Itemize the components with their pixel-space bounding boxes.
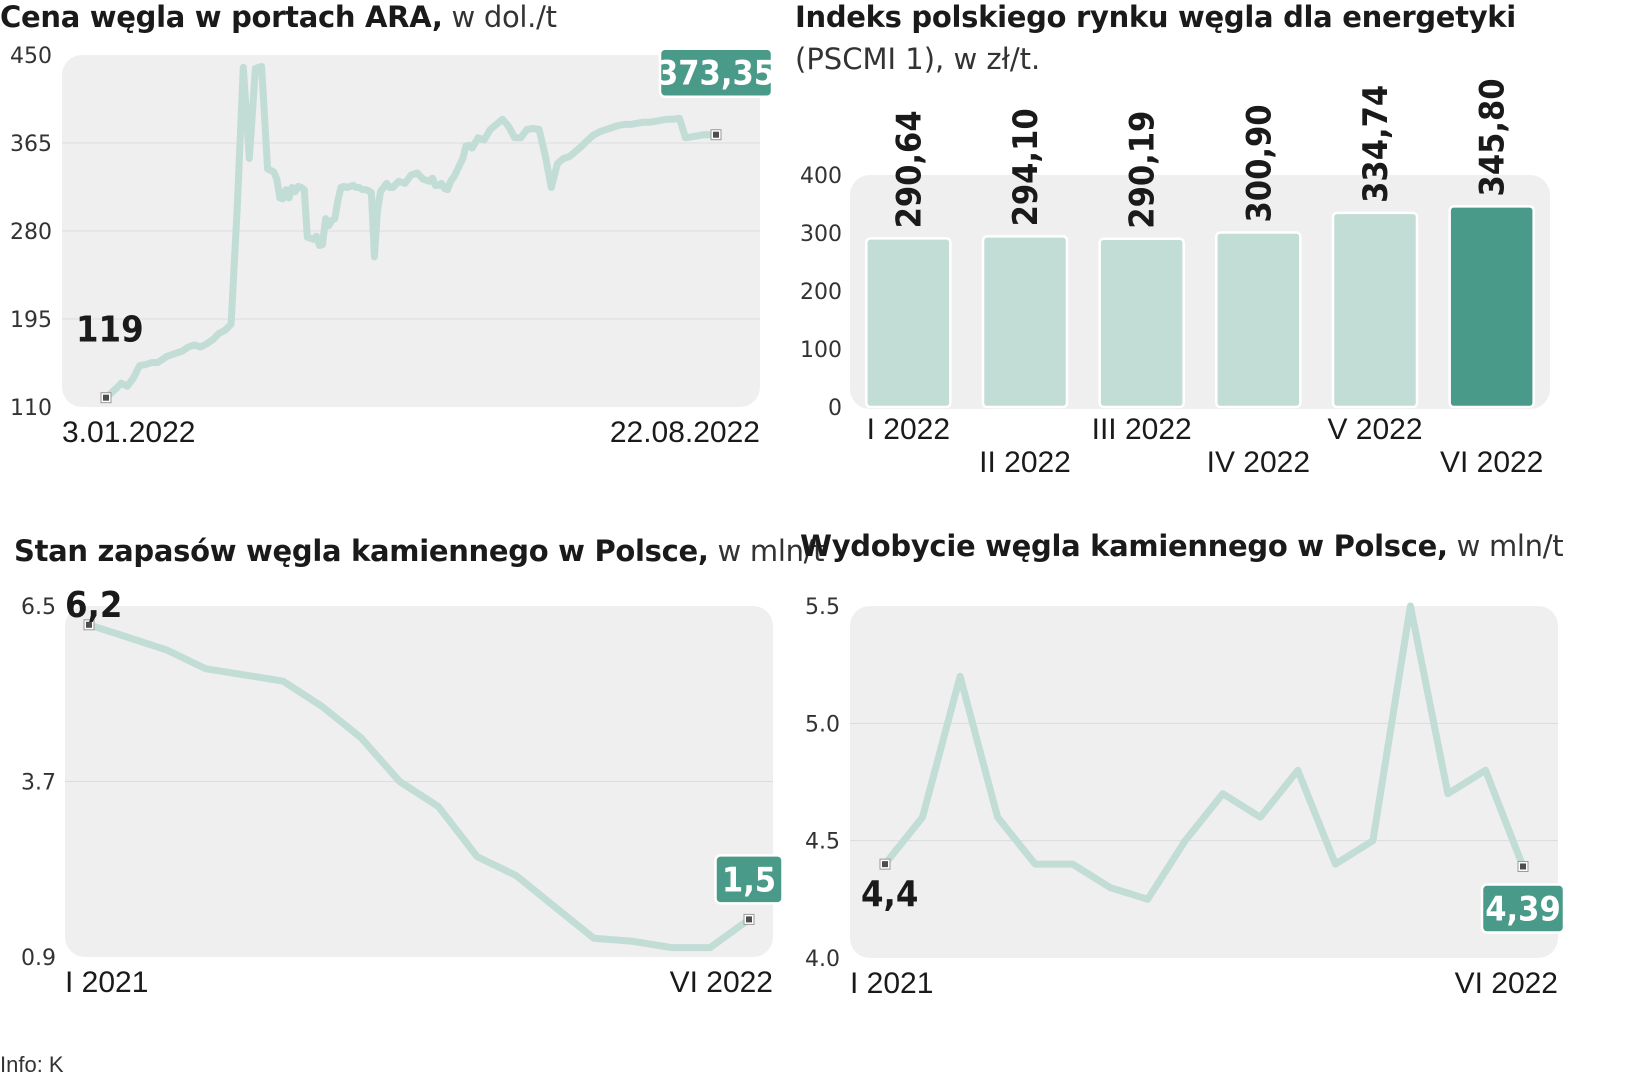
pscmi-category-label: VI 2022 [1440,446,1543,479]
wydobycie-plot-bg [850,606,1558,958]
pscmi-ytick-label: 400 [800,164,842,189]
pscmi-subtitle: (PSCMI 1), w zł/t. [795,42,1041,76]
wydobycie-end-value-badge-box [1480,883,1566,934]
wydobycie-title: Wydobycie węgla kamiennego w Polsce, w m… [800,527,1564,565]
zapasy-series-line [85,621,753,952]
wydobycie-ytick-label: 4.0 [805,947,840,972]
source-note: Info: K [0,1052,64,1077]
ara-x-end-label: 22.08.2022 [610,416,760,449]
pscmi-category-label: I 2022 [867,413,950,446]
pscmi-bar-value-label: 334,74 [1356,85,1396,203]
pscmi-category-label: V 2022 [1327,413,1422,446]
pscmi-bar [981,235,1069,409]
pscmi-bar [1331,211,1419,409]
ara-end-value-badge-box [658,47,774,98]
pscmi-bar [865,237,952,409]
ara-start-value-label: 119 [76,310,144,351]
pscmi-ytick-label: 300 [800,222,842,247]
ara-ytick-label: 110 [10,396,52,421]
ara-x-start-label: 3.01.2022 [62,416,195,449]
pscmi-bar-value-label: 290,19 [1123,111,1163,229]
zapasy-title-text: Stan zapasów węgla kamiennego w Polsce, [14,534,709,568]
pscmi-bar-value-label: 290,64 [889,110,929,228]
zapasy-x-end-label: VI 2022 [670,966,773,999]
ara-unit: w dol./t [451,0,557,34]
pscmi-bar [1215,231,1302,409]
wydobycie-x-end-label: VI 2022 [1455,967,1558,1000]
wydobycie-start-marker [882,861,888,868]
zapasy-ytick-label: 6.5 [21,595,56,620]
pscmi-ytick-label: 200 [800,280,842,305]
wydobycie-series-line [881,602,1527,903]
ara-ytick-label: 280 [10,220,52,245]
pscmi-bar-value-label: 294,10 [1006,108,1046,226]
zapasy-ytick-label: 0.9 [21,946,56,971]
zapasy-unit: w mln/t [717,534,825,568]
zapasy-start-marker [86,621,92,628]
ara-end-value-badge: 373,35 [657,54,775,94]
zapasy-ytick-label: 3.7 [21,771,56,796]
pscmi-ytick-label: 0 [828,396,842,421]
pscmi-ytick-label: 100 [800,338,842,363]
wydobycie-end-marker [1520,863,1526,870]
zapasy-x-start-label: I 2021 [65,966,148,999]
wydobycie-start-value-label: 4,4 [861,874,918,915]
zapasy-end-value-badge-box [714,854,784,905]
pscmi-bar-value-label: 300,90 [1239,104,1279,222]
wydobycie-title-text: Wydobycie węgla kamiennego w Polsce, [800,529,1448,563]
wydobycie-unit: w mln/t [1456,529,1564,563]
pscmi-category-label: IV 2022 [1207,446,1310,479]
zapasy-end-value-badge: 1,5 [722,860,776,900]
ara-ytick-label: 365 [10,132,52,157]
pscmi-title: Indeks polskiego rynku węgla dla energet… [795,0,1516,36]
ara-title: Cena węgla w portach ARA, w dol./t [0,0,557,36]
pscmi-category-label: II 2022 [979,446,1071,479]
wydobycie-ytick-label: 5.5 [805,595,840,620]
pscmi-category-label: III 2022 [1092,413,1192,446]
zapasy-title: Stan zapasów węgla kamiennego w Polsce, … [14,532,825,570]
ara-ytick-label: 195 [10,308,52,333]
wydobycie-ytick-label: 4.5 [805,830,840,855]
pscmi-bar [1098,237,1185,409]
ara-start-marker [103,394,109,401]
zapasy-start-value-label: 6,2 [65,585,122,626]
wydobycie-end-value-badge: 4,39 [1485,889,1560,929]
wydobycie-x-start-label: I 2021 [850,967,933,1000]
ara-title-text: Cena węgla w portach ARA, [0,0,443,34]
zapasy-end-marker [746,916,752,923]
wydobycie-ytick-label: 5.0 [805,712,840,737]
pscmi-bar-value-label: 345,80 [1473,78,1513,196]
ara-series-line [102,62,720,402]
ara-end-marker [713,131,719,138]
ara-ytick-label: 450 [10,44,52,69]
pscmi-title-text: Indeks polskiego rynku węgla dla energet… [795,0,1516,34]
pscmi-bar [1448,205,1535,409]
